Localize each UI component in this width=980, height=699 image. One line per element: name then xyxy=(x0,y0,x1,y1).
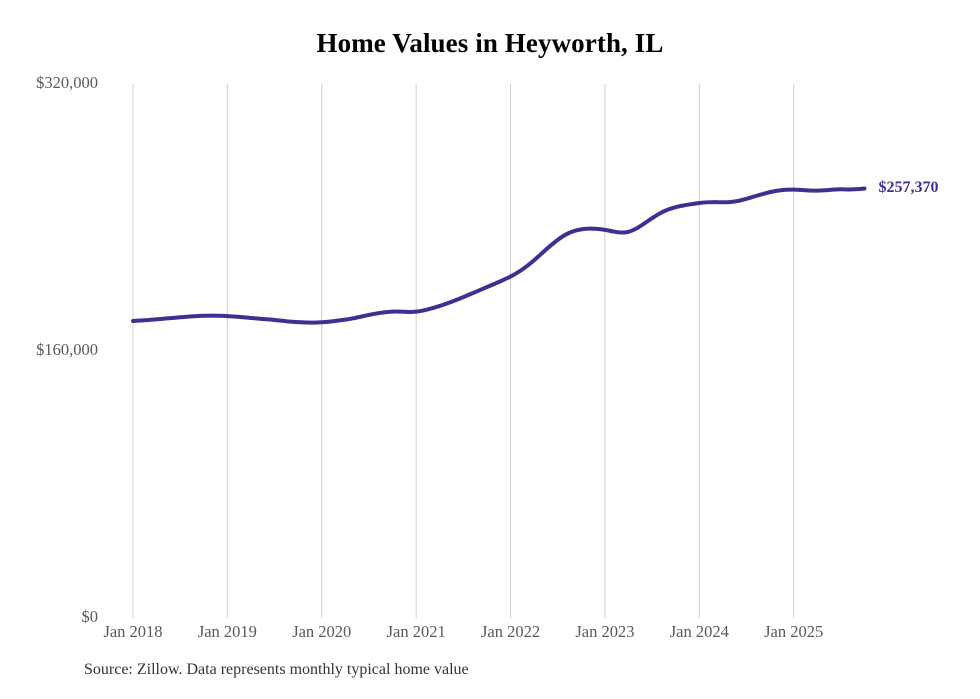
y-axis-tick-label: $320,000 xyxy=(36,73,98,92)
x-axis-tick-label: Jan 2023 xyxy=(575,622,635,641)
end-value-label: $257,370 xyxy=(878,178,939,196)
y-axis-tick-label: $160,000 xyxy=(36,340,98,359)
x-axis-tick-label: Jan 2019 xyxy=(197,622,257,641)
x-axis-tick-label: Jan 2024 xyxy=(669,622,729,641)
x-axis-tick-label: Jan 2018 xyxy=(103,622,163,641)
source-note: Source: Zillow. Data represents monthly … xyxy=(84,661,469,678)
series-line-typical-home-value xyxy=(131,186,867,325)
gridlines-group xyxy=(132,84,795,618)
x-axis-tick-label: Jan 2021 xyxy=(386,622,446,641)
chart-title: Home Values in Heyworth, IL xyxy=(316,28,664,58)
x-axis-tick-label: Jan 2025 xyxy=(764,622,824,641)
x-axis-tick-label: Jan 2020 xyxy=(292,622,352,641)
x-axis-tick-label: Jan 2022 xyxy=(480,622,541,641)
y-axis-tick-label: $0 xyxy=(81,607,99,626)
